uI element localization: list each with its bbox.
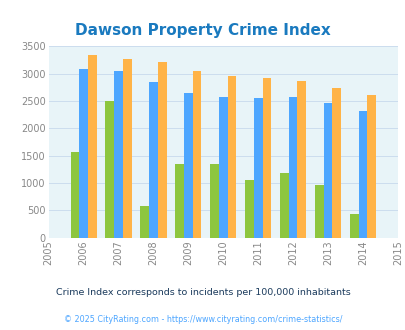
Bar (314, 185, 323, 238)
Bar (358, 111, 367, 238)
Bar (245, 180, 253, 238)
Bar (88, 55, 96, 238)
Bar (262, 79, 271, 238)
Bar (192, 71, 201, 238)
Bar (105, 101, 114, 238)
Bar (140, 206, 149, 238)
Bar (79, 69, 88, 238)
Bar (279, 173, 288, 238)
Bar (288, 97, 297, 238)
Bar (367, 95, 375, 238)
Bar (114, 71, 123, 238)
Bar (123, 59, 131, 238)
Text: Dawson Property Crime Index: Dawson Property Crime Index (75, 23, 330, 38)
Bar (332, 88, 340, 238)
Text: © 2025 CityRating.com - https://www.cityrating.com/crime-statistics/: © 2025 CityRating.com - https://www.city… (64, 315, 341, 324)
Bar (297, 81, 305, 238)
Bar (183, 93, 192, 238)
Bar (349, 214, 358, 238)
Bar (70, 152, 79, 238)
Bar (227, 76, 236, 238)
Bar (218, 97, 227, 238)
Text: Crime Index corresponds to incidents per 100,000 inhabitants: Crime Index corresponds to incidents per… (55, 287, 350, 297)
Bar (175, 164, 183, 238)
Bar (323, 103, 332, 238)
Bar (158, 62, 166, 238)
Bar (149, 82, 158, 238)
Bar (210, 164, 218, 238)
Bar (253, 98, 262, 238)
